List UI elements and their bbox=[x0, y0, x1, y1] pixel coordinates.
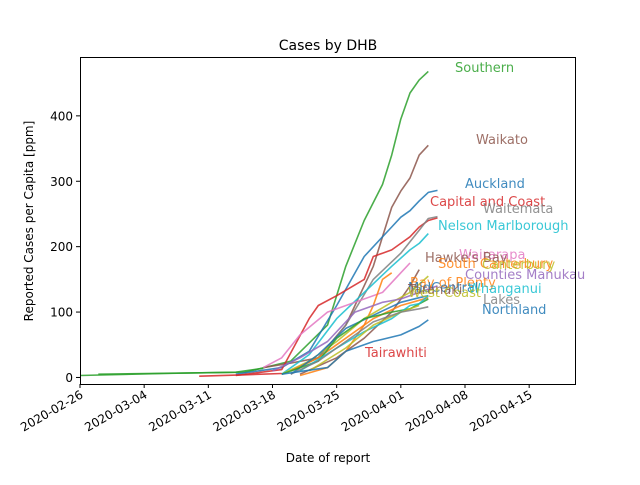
series-line-bay-of-plenty bbox=[290, 296, 429, 372]
series-label-west-coast: West Coast bbox=[408, 286, 481, 301]
series-line-northland bbox=[281, 319, 429, 375]
series-label-whanganui: Whanganui bbox=[468, 282, 542, 297]
plot-layer bbox=[80, 70, 438, 377]
series-line-wairarapa bbox=[290, 215, 438, 372]
series-line-capital-and-coast bbox=[235, 217, 438, 377]
series-label-tairawhiti: Tairawhiti bbox=[364, 346, 427, 361]
series-label-hawke-s-bay: Hawke's Bay bbox=[425, 251, 508, 266]
series-line-counties-manukau bbox=[272, 285, 438, 372]
series-line-lakes bbox=[290, 306, 429, 375]
series-label-canterbury: Canterbury bbox=[482, 258, 556, 273]
series-label-taranaki: Taranaki bbox=[407, 283, 462, 298]
series-label-southern: Southern bbox=[455, 61, 514, 76]
y-tick-label: 400 bbox=[50, 109, 73, 123]
series-line-west-coast bbox=[308, 304, 420, 372]
series-line-tairawhiti bbox=[199, 372, 282, 377]
series-label-northland: Northland bbox=[482, 303, 546, 318]
series-label-counties-manukau: Counties Manukau bbox=[465, 268, 585, 283]
y-tick-label: 0 bbox=[65, 371, 73, 385]
series-label-south-canterbury: South Canterbury bbox=[438, 257, 553, 272]
series-labels: Southern Waikato Auckland Capital and Coast… bbox=[364, 61, 585, 361]
series-label-lakes: Lakes bbox=[483, 293, 520, 308]
y-tick-label: 300 bbox=[50, 175, 73, 189]
chart-title: Cases by DHB bbox=[279, 38, 378, 54]
y-tick-label: 100 bbox=[50, 306, 73, 320]
series-label-midcentral: MidCentral bbox=[408, 281, 478, 296]
series-label-capital-and-coast: Capital and Coast bbox=[430, 195, 545, 210]
axes bbox=[80, 57, 576, 385]
series-label-nelson-marlborough: Nelson Marlborough bbox=[438, 219, 569, 234]
series-line-nelson-marlborough bbox=[281, 233, 429, 375]
series-label-auckland: Auckland bbox=[465, 177, 525, 192]
series-line-wairarapa bbox=[262, 262, 411, 369]
x-axis-label: Date of report bbox=[286, 451, 371, 465]
series-line-auckland bbox=[235, 189, 438, 375]
series-label-bay-of-plenty: Bay of Plenty bbox=[410, 276, 496, 291]
series-label-waikato: Waikato bbox=[476, 133, 528, 148]
series-line-tairawhiti bbox=[80, 367, 264, 377]
series-line-southern bbox=[98, 70, 429, 375]
series-line-midcentral bbox=[290, 294, 429, 375]
y-axis-label: Reported Cases per Capita [ppm] bbox=[22, 121, 36, 322]
y-tick-label: 200 bbox=[50, 240, 73, 254]
y-axis-ticks: 0 100 200 300 400 bbox=[50, 109, 80, 385]
plot-frame bbox=[80, 57, 576, 385]
series-label-waitemata: Waitemata bbox=[483, 202, 553, 217]
series-label-wairarapa: Wairarapa bbox=[459, 248, 525, 263]
